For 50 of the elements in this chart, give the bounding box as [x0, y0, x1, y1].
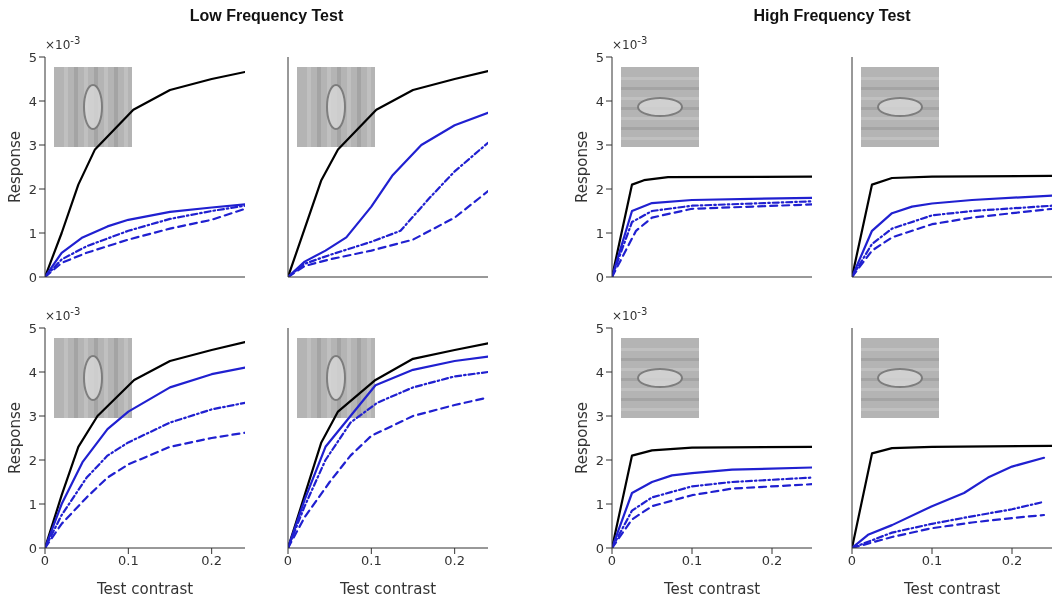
y-tick-label: 3 — [595, 408, 604, 424]
x-tick-label: 0 — [607, 553, 617, 569]
y-tick-label: 0 — [28, 269, 37, 285]
y-tick-label: 2 — [595, 181, 604, 197]
y-tick-label: 1 — [595, 225, 604, 241]
y-tick-label: 1 — [28, 496, 37, 512]
x-axis-title: Test contrast — [95, 580, 194, 598]
x-tick-label: 0.1 — [681, 553, 703, 569]
y-tick-label: 5 — [28, 49, 37, 65]
text: ×10$^{-3}$ — [45, 306, 81, 323]
y-tick-label: 5 — [595, 320, 604, 336]
x-tick-label: 0 — [283, 553, 293, 569]
y-axis-title: Response — [6, 130, 25, 204]
y-axis-title: Response — [6, 401, 25, 475]
x-tick-label: 0.2 — [761, 553, 783, 569]
y-tick-label: 4 — [595, 364, 604, 380]
x-axis-title: Test contrast — [662, 580, 761, 598]
y-tick-label: 2 — [28, 181, 37, 197]
x-tick-label: 0.1 — [117, 553, 139, 569]
chart-title: Low Frequency Test — [188, 7, 345, 25]
y-tick-label: 4 — [28, 93, 37, 109]
x-tick-label: 0 — [40, 553, 50, 569]
y-tick-label: 1 — [595, 496, 604, 512]
y-tick-label: 4 — [595, 93, 604, 109]
y-tick-label: 0 — [28, 540, 37, 556]
y-axis-title: Response — [573, 401, 592, 475]
y-tick-label: 0 — [595, 269, 604, 285]
chart-title: High Frequency Test — [752, 7, 912, 25]
x-tick-label: 0.1 — [921, 553, 943, 569]
y-tick-label: 5 — [595, 49, 604, 65]
x-axis-title: Test contrast — [902, 580, 1001, 598]
text: ×10$^{-3}$ — [45, 35, 81, 52]
y-tick-label: 2 — [595, 452, 604, 468]
y-tick-label: 3 — [28, 137, 37, 153]
y-axis-title: Response — [573, 130, 592, 204]
text: ×10$^{-3}$ — [612, 306, 648, 323]
y-tick-label: 1 — [28, 225, 37, 241]
y-tick-label: 2 — [28, 452, 37, 468]
x-tick-label: 0 — [847, 553, 857, 569]
x-tick-label: 0.2 — [444, 553, 466, 569]
y-tick-label: 3 — [28, 408, 37, 424]
x-tick-label: 0.1 — [360, 553, 382, 569]
x-tick-label: 0.2 — [1001, 553, 1023, 569]
y-tick-label: 4 — [28, 364, 37, 380]
y-tick-label: 3 — [595, 137, 604, 153]
text: ×10$^{-3}$ — [612, 35, 648, 52]
y-tick-label: 0 — [595, 540, 604, 556]
y-tick-label: 5 — [28, 320, 37, 336]
x-tick-label: 0.2 — [201, 553, 223, 569]
x-axis-title: Test contrast — [338, 580, 437, 598]
